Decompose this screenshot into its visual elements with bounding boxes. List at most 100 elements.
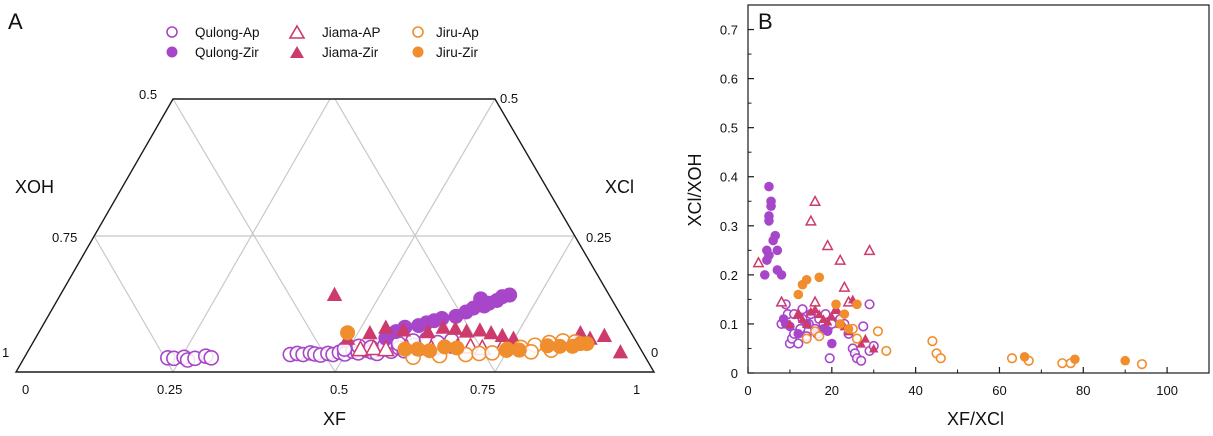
- y-tick-label: 0.7: [720, 23, 738, 38]
- legend-label-qulong-zir: Qulong-Zir: [195, 45, 259, 60]
- jiama-ap-point: [821, 239, 834, 251]
- legend-label-jiama-ap: Jiama-AP: [322, 25, 381, 40]
- bottom-tick-0.5: 0.5: [330, 382, 348, 397]
- jiama-zir-point: [612, 344, 629, 359]
- y-axis-label: XCl/XOH: [685, 153, 705, 226]
- x-tick-label: 20: [825, 383, 839, 398]
- jiru-zir-point: [1019, 352, 1030, 362]
- jiru-zir-point: [843, 324, 854, 334]
- jiama-zir-point: [378, 319, 394, 334]
- qulong-ap-point: [203, 350, 220, 366]
- jiama-ap-point: [809, 194, 822, 207]
- panel-label-a: A: [8, 9, 23, 34]
- jiama-zir-point: [810, 304, 820, 314]
- jiama-zir-point: [472, 322, 488, 337]
- qulong-zir-point: [776, 270, 787, 280]
- qulong-ap-point: [858, 321, 869, 332]
- legend-label-jiru-ap: Jiru-Ap: [436, 25, 479, 40]
- jiru-zir-point: [511, 342, 527, 358]
- jiama-zir-point: [494, 327, 510, 342]
- ternary-frame: [14, 98, 656, 373]
- jiru-zir-point: [835, 319, 845, 329]
- qulong-ap-point: [856, 355, 867, 366]
- jiru-ap-point: [927, 336, 938, 347]
- qulong-zir-point: [770, 230, 781, 241]
- jiru-ap-point: [935, 353, 946, 364]
- jiama-zir-point: [801, 319, 812, 328]
- qulong-zir-point: [772, 245, 783, 256]
- jiru-zir-point: [852, 299, 862, 310]
- jiama-ap-point: [775, 295, 788, 307]
- jiama-zir-point: [814, 309, 824, 319]
- y-tick-label: 0.4: [720, 170, 738, 185]
- x-tick-label: 40: [908, 383, 922, 398]
- right-tick-0: 0: [651, 345, 658, 360]
- jiru-ap-point: [484, 345, 501, 361]
- jiama-zir-point: [827, 311, 837, 321]
- jiru-ap-point: [1006, 353, 1018, 364]
- qulong-zir-point: [473, 291, 489, 307]
- jiama-ap-point: [364, 338, 383, 356]
- jiru-zir-point: [422, 343, 438, 359]
- jiama-zir-point: [447, 320, 464, 335]
- vertex-label-xcl: XCl: [605, 177, 634, 197]
- y-tick-label: 0.6: [720, 72, 738, 87]
- jiama-zir-point: [362, 325, 378, 340]
- legend-label-jiru-zir: Jiru-Zir: [436, 45, 478, 60]
- jiru-ap-point: [872, 326, 884, 337]
- legend-label-qulong-ap: Qulong-Ap: [195, 25, 260, 40]
- jiama-zir-point: [806, 306, 816, 316]
- left-tick-0.5: 0.5: [139, 87, 157, 102]
- legend-marker-qulong-zir: [166, 46, 178, 58]
- qulong-zir-point: [766, 196, 776, 207]
- scatter-points: [752, 181, 1148, 370]
- jiama-zir-point: [793, 309, 804, 319]
- x-axis-label: XF/XCl: [947, 409, 1004, 429]
- left-tick-0.75: 0.75: [52, 230, 77, 245]
- jiama-zir-point: [395, 322, 412, 337]
- jiru-ap-point: [814, 331, 825, 342]
- right-tick-0.5: 0.5: [500, 91, 518, 106]
- bottom-tick-0.25: 0.25: [157, 382, 182, 397]
- legend-marker-jiru-zir: [412, 46, 424, 58]
- jiru-zir-point: [573, 336, 589, 352]
- legend-marker-jiru-ap: [412, 26, 424, 38]
- qulong-ap-point: [793, 338, 804, 349]
- qulong-zir-point: [822, 326, 833, 337]
- jiama-zir-point: [856, 338, 866, 348]
- jiru-zir-point: [410, 341, 426, 357]
- qulong-ap-point: [864, 299, 875, 310]
- x-tick-label: 100: [1156, 383, 1178, 398]
- qulong-zir-point: [434, 311, 450, 327]
- ternary-grid-line: [93, 235, 174, 373]
- legend-label-jiama-zir: Jiama-Zir: [322, 45, 379, 60]
- jiru-zir-point: [397, 341, 413, 357]
- jiru-zir-point: [831, 299, 841, 310]
- y-tick-label: 0.2: [720, 268, 738, 283]
- jiru-ap-point: [851, 333, 863, 344]
- plot-frame: [747, 4, 1210, 374]
- jiru-zir-point: [814, 272, 825, 283]
- jiama-zir-point: [458, 323, 475, 338]
- x-tick-label: 60: [992, 383, 1006, 398]
- qulong-ap-point: [824, 353, 835, 364]
- y-tick-label: 0: [731, 366, 738, 381]
- jiama-zir-point: [420, 323, 436, 339]
- jiru-zir-point: [539, 338, 555, 354]
- jiama-ap-point: [838, 280, 851, 292]
- bottom-tick-0.75: 0.75: [470, 382, 495, 397]
- x-tick-label: 0: [744, 383, 751, 398]
- qulong-zir-point: [827, 338, 837, 349]
- jiru-zir-point: [340, 325, 356, 341]
- jiama-zir-point: [483, 325, 499, 340]
- axis-ticks: 0 20 40 60 80 100 0 0.1 0.2 0.3 0.4 0.5 0.6 0.7: [720, 4, 1178, 398]
- legend-marker-jiama-zir: [290, 46, 304, 58]
- jiama-zir-point: [326, 286, 343, 302]
- legend-marker-qulong-ap: [166, 26, 178, 38]
- x-tick-label: 80: [1076, 383, 1090, 398]
- jiru-ap-point: [1057, 358, 1068, 369]
- jiama-ap-point: [351, 339, 370, 357]
- y-tick-label: 0.1: [720, 317, 738, 332]
- qulong-zir-point: [764, 250, 774, 261]
- ternary-points: [160, 286, 629, 368]
